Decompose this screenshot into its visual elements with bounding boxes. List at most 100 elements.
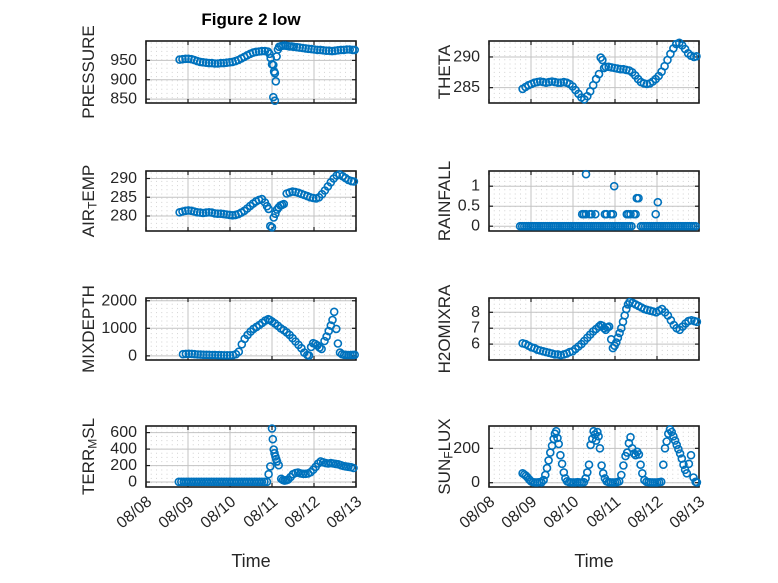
x-tick-label: 08/08 <box>114 493 156 532</box>
data-point-marker <box>584 460 594 470</box>
minor-grid <box>150 42 352 102</box>
data-point-marker <box>631 209 640 219</box>
data-point-marker <box>336 45 346 55</box>
data-point-marker <box>178 54 187 64</box>
y-axis-label: SUNFLUX <box>435 418 456 494</box>
data-point-marker <box>350 45 360 55</box>
y-tick-label: 1000 <box>101 320 137 337</box>
data-point-marker <box>636 460 645 470</box>
data-point-marker <box>619 461 628 470</box>
data-point-marker <box>333 339 343 348</box>
data-points <box>178 307 360 360</box>
data-point-marker <box>626 432 635 442</box>
x-tick-label: 08/09 <box>156 493 198 532</box>
y-tick-label: 7 <box>471 320 480 337</box>
data-point-marker <box>682 468 692 478</box>
data-point-marker <box>537 478 546 487</box>
data-point-marker <box>557 459 567 469</box>
data-point-marker <box>196 350 205 359</box>
data-point-marker <box>556 450 565 460</box>
y-tick-label: 1 <box>471 178 480 195</box>
y-axis-label: PRESSURE <box>79 25 98 119</box>
data-point-marker <box>257 477 267 487</box>
data-point-marker <box>210 59 220 68</box>
minor-grid <box>150 299 352 359</box>
data-point-marker <box>190 349 199 359</box>
y-tick-label: 0 <box>471 474 480 491</box>
data-point-marker <box>267 424 277 433</box>
minor-grid <box>493 299 695 359</box>
data-point-marker <box>539 475 548 485</box>
x-tick-label: 08/11 <box>584 493 625 531</box>
x-tick-label: 08/13 <box>667 493 709 532</box>
y-tick-label: 900 <box>110 71 137 88</box>
data-point-marker <box>204 208 214 217</box>
data-point-marker <box>310 45 319 54</box>
minor-grid <box>150 427 352 486</box>
tick-marks <box>488 41 700 103</box>
data-point-marker <box>271 77 281 86</box>
data-point-marker <box>587 209 596 219</box>
data-point-marker <box>267 223 277 232</box>
data-point-marker <box>595 443 605 453</box>
data-point-marker <box>675 449 685 458</box>
minor-grid <box>493 42 695 102</box>
data-point-marker <box>594 322 604 331</box>
data-point-marker <box>216 350 226 360</box>
y-tick-label: 0 <box>128 474 137 491</box>
data-point-marker <box>582 468 592 477</box>
data-point-marker <box>670 436 680 445</box>
data-point-marker <box>333 45 343 55</box>
data-point-marker <box>202 350 211 360</box>
data-point-marker <box>590 209 600 219</box>
data-point-marker <box>228 211 237 220</box>
y-tick-label: 0 <box>471 218 480 235</box>
data-points <box>175 41 360 105</box>
data-point-marker <box>601 62 611 72</box>
data-point-marker <box>544 456 553 465</box>
data-point-marker <box>211 350 220 360</box>
data-point-marker <box>184 206 193 215</box>
y-tick-label: 290 <box>110 170 137 187</box>
data-point-marker <box>545 448 555 457</box>
data-point-marker <box>304 44 313 54</box>
data-point-marker <box>328 315 337 325</box>
data-point-marker <box>350 350 360 360</box>
subplot-pressure: 850 900 950 PRESSURE <box>79 25 360 119</box>
data-point-marker <box>692 317 702 327</box>
data-point-marker <box>686 450 696 460</box>
data-point-marker <box>265 462 275 471</box>
data-point-marker <box>264 204 273 214</box>
data-point-marker <box>234 347 244 357</box>
y-tick-label: 850 <box>110 91 137 108</box>
axes-box <box>145 425 357 488</box>
data-point-marker <box>349 463 358 473</box>
data-point-marker <box>199 350 208 360</box>
data-point-marker <box>549 434 559 444</box>
data-point-marker <box>593 427 602 437</box>
data-point-marker <box>178 349 188 359</box>
data-point-marker <box>653 197 663 207</box>
data-point-marker <box>553 78 563 87</box>
data-point-marker <box>634 193 643 203</box>
data-point-marker <box>594 431 603 441</box>
axes-box <box>488 170 700 232</box>
data-point-marker <box>674 444 683 454</box>
axes-box <box>488 425 700 488</box>
y-tick-label: 280 <box>110 208 137 225</box>
data-point-marker <box>621 304 631 314</box>
data-point-marker <box>304 351 314 360</box>
data-point-marker <box>222 58 231 68</box>
data-point-marker <box>554 439 564 449</box>
data-point-marker <box>692 51 701 61</box>
data-point-marker <box>289 42 299 52</box>
data-point-marker <box>213 59 223 68</box>
data-points <box>518 425 702 487</box>
axes-box <box>488 297 700 361</box>
x-tick-label: 08/10 <box>541 493 583 532</box>
data-point-marker <box>205 350 214 360</box>
data-point-marker <box>613 333 623 343</box>
